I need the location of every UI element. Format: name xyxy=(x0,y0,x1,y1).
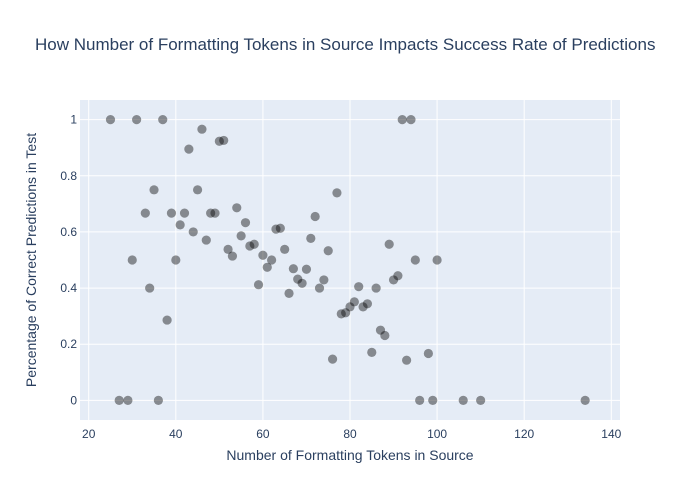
data-point xyxy=(223,244,233,254)
data-point xyxy=(240,218,251,228)
data-point xyxy=(415,395,425,405)
data-point xyxy=(428,395,438,405)
data-point xyxy=(393,271,403,281)
data-point xyxy=(367,347,377,357)
data-point xyxy=(280,244,290,254)
data-point xyxy=(210,208,220,218)
x-tick-label: 40 xyxy=(169,427,183,441)
data-point xyxy=(380,330,390,341)
data-point xyxy=(388,275,399,285)
data-point xyxy=(123,395,133,405)
data-point xyxy=(184,144,194,154)
data-point xyxy=(267,255,277,265)
data-point xyxy=(166,208,177,218)
data-points xyxy=(105,115,590,405)
data-point xyxy=(336,309,346,319)
data-point xyxy=(258,250,268,260)
data-point xyxy=(153,395,163,405)
data-point xyxy=(310,211,320,222)
data-point xyxy=(158,115,168,125)
y-tick-label: 0.8 xyxy=(60,169,77,183)
data-point xyxy=(297,278,307,288)
data-point xyxy=(358,302,368,312)
data-point xyxy=(105,115,116,125)
data-point xyxy=(293,274,303,284)
data-point xyxy=(580,395,590,405)
data-point xyxy=(397,115,407,125)
x-axis-title: Number of Formatting Tokens in Source xyxy=(226,447,473,463)
data-point xyxy=(402,355,412,365)
data-point xyxy=(458,395,468,405)
y-tick-label: 1 xyxy=(70,113,77,127)
gridlines xyxy=(80,100,620,420)
data-point xyxy=(262,262,272,272)
y-tick-label: 0.4 xyxy=(60,281,77,295)
data-point xyxy=(332,188,342,198)
data-point xyxy=(271,224,281,234)
data-point xyxy=(384,239,394,249)
data-point xyxy=(341,308,351,318)
data-point xyxy=(406,115,416,125)
data-point xyxy=(245,241,255,251)
data-point xyxy=(171,255,181,265)
data-point xyxy=(314,283,325,293)
x-tick-label: 60 xyxy=(256,427,270,441)
data-point xyxy=(288,264,298,274)
chart-title: How Number of Formatting Tokens in Sourc… xyxy=(35,35,655,54)
data-point xyxy=(345,302,355,312)
data-point xyxy=(319,275,329,285)
x-axis-ticks: 20 40 60 80 100 120 140 xyxy=(82,427,622,441)
data-point xyxy=(201,235,211,245)
data-point xyxy=(476,395,486,405)
data-point xyxy=(188,227,198,237)
y-tick-label: 0 xyxy=(70,393,77,407)
data-point xyxy=(227,251,238,261)
data-point xyxy=(349,297,359,307)
x-tick-label: 120 xyxy=(514,427,534,441)
y-axis-title: Percentage of Correct Predictions in Tes… xyxy=(23,133,39,387)
data-point xyxy=(192,185,203,195)
data-point xyxy=(206,208,216,218)
y-tick-label: 0.2 xyxy=(60,337,77,351)
data-point xyxy=(249,239,259,249)
data-point xyxy=(362,299,373,309)
data-point xyxy=(175,220,185,230)
x-tick-label: 20 xyxy=(82,427,96,441)
data-point xyxy=(162,315,172,325)
data-point xyxy=(132,115,142,125)
data-point xyxy=(179,208,190,218)
data-point xyxy=(145,283,155,293)
data-point xyxy=(423,348,433,359)
x-tick-label: 100 xyxy=(427,427,447,441)
data-point xyxy=(306,233,316,243)
data-point xyxy=(375,325,386,335)
data-point xyxy=(149,185,159,195)
x-tick-label: 80 xyxy=(343,427,357,441)
data-point xyxy=(253,280,264,290)
data-point xyxy=(354,282,364,292)
data-point xyxy=(275,223,285,233)
data-point xyxy=(410,255,420,265)
data-point xyxy=(301,264,312,274)
data-point xyxy=(214,136,224,146)
data-point xyxy=(219,135,229,146)
data-point xyxy=(432,255,442,265)
y-tick-label: 0.6 xyxy=(60,225,77,239)
data-point xyxy=(127,255,137,265)
data-point xyxy=(197,124,207,134)
data-point xyxy=(284,288,294,299)
data-point xyxy=(114,395,124,405)
data-point xyxy=(323,246,333,256)
y-axis-ticks: 0 0.2 0.4 0.6 0.8 1 xyxy=(60,113,77,408)
data-point xyxy=(327,354,338,364)
data-point xyxy=(140,208,150,218)
data-point xyxy=(236,231,246,241)
x-tick-label: 140 xyxy=(601,427,621,441)
data-point xyxy=(371,283,381,293)
data-point xyxy=(232,203,242,213)
